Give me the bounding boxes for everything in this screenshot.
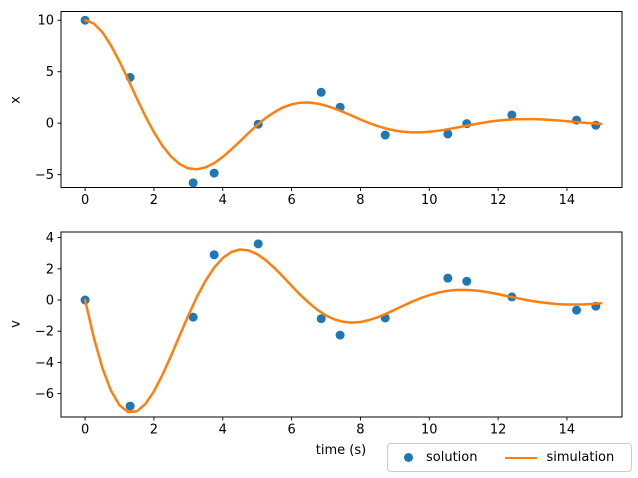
y-tick-label: 4: [46, 231, 54, 246]
y-tick-label: −2: [35, 325, 54, 340]
x-tick-label: 14: [559, 423, 576, 438]
x-tick-label: 6: [287, 193, 295, 208]
legend-label-simulation: simulation: [546, 450, 615, 465]
x-tick-label: 12: [490, 193, 507, 208]
x-tick-label: 10: [421, 423, 438, 438]
solution-point: [335, 330, 345, 340]
bottom-y-axis-label: v: [8, 320, 24, 328]
solution-point: [188, 312, 198, 322]
x-tick-label: 0: [81, 423, 89, 438]
solution-point: [443, 129, 453, 139]
legend-item-solution: solution: [404, 450, 477, 465]
solution-point: [507, 110, 517, 120]
solution-point: [316, 87, 326, 97]
y-tick-label: −6: [35, 387, 54, 402]
solution-point: [253, 239, 263, 249]
solution-point: [188, 178, 198, 188]
y-tick-label: 0: [46, 294, 54, 309]
x-tick-label: 6: [287, 423, 295, 438]
y-tick-label: −5: [35, 168, 54, 183]
solution-point: [316, 314, 326, 324]
solution-point: [209, 168, 219, 178]
x-tick-label: 8: [356, 423, 364, 438]
solution-point: [125, 401, 135, 411]
x-tick-label: 12: [490, 423, 507, 438]
x-tick-label: 2: [150, 193, 158, 208]
solution-point: [462, 276, 472, 286]
solution-point: [591, 120, 601, 130]
x-axis-label: time (s): [315, 443, 367, 458]
solution-point: [443, 273, 453, 283]
x-tick-label: 8: [356, 193, 364, 208]
solution-point: [209, 250, 219, 260]
legend-item-simulation: simulation: [505, 450, 614, 465]
simulation-line: [83, 248, 603, 414]
y-tick-label: 10: [37, 14, 54, 29]
legend: solution simulation: [387, 443, 632, 472]
solution-point: [572, 305, 582, 315]
axes-box: [60, 11, 623, 188]
x-tick-label: 0: [81, 193, 89, 208]
y-tick-label: −4: [35, 356, 54, 371]
solution-point: [380, 130, 390, 140]
x-tick-label: 4: [219, 423, 227, 438]
y-tick-label: 0: [46, 117, 54, 132]
top-y-axis-label: x: [8, 96, 24, 104]
x-tick-label: 2: [150, 423, 158, 438]
x-tick-label: 4: [219, 193, 227, 208]
axes-box: [60, 231, 623, 418]
simulation-line: [83, 18, 603, 171]
simulation-line-marker-icon: [505, 456, 538, 459]
solution-dot-marker-icon: [404, 453, 413, 462]
x-tick-label: 14: [559, 193, 576, 208]
x-tick-label: 10: [421, 193, 438, 208]
legend-label-solution: solution: [426, 450, 478, 465]
y-tick-label: 2: [46, 262, 54, 277]
y-tick-label: 5: [46, 65, 54, 80]
